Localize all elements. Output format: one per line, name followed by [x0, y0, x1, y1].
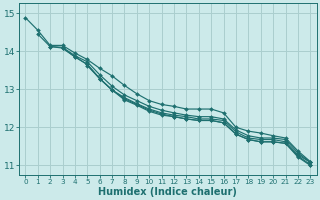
X-axis label: Humidex (Indice chaleur): Humidex (Indice chaleur) — [98, 187, 237, 197]
